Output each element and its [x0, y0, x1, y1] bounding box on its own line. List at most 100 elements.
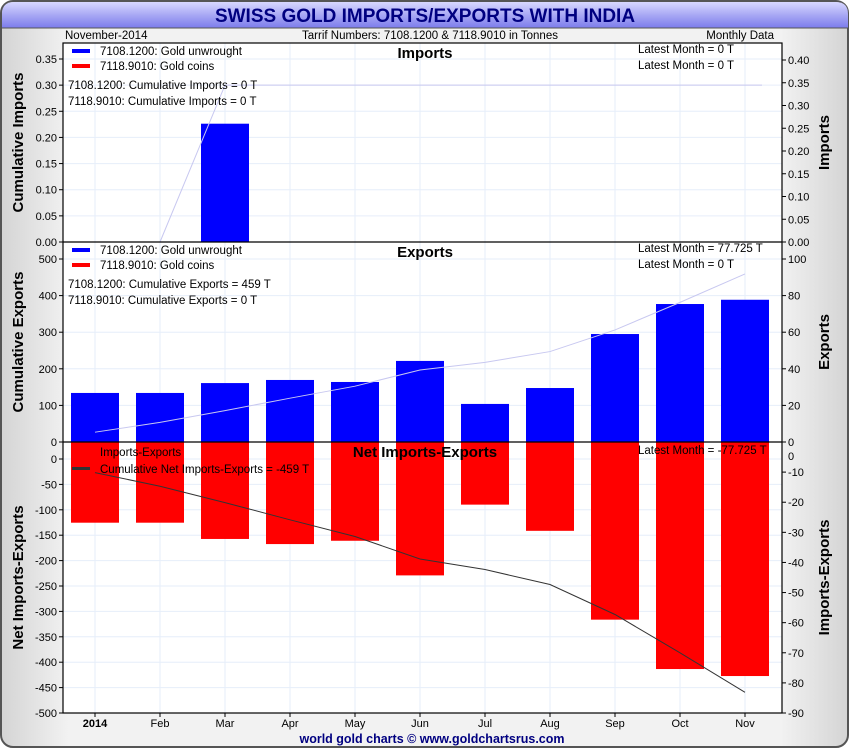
x-tick-label: Aug — [540, 718, 560, 730]
legend-cumulative-net: Cumulative Net Imports-Exports = -459 T — [100, 464, 309, 476]
y-tick-label-right: 0.20 — [788, 146, 809, 158]
y-tick-label-left: -450 — [35, 683, 57, 695]
legend-swatch-gold-unwrought — [72, 49, 90, 53]
annotation-latest-unwrought: Latest Month = 0 T — [638, 44, 734, 56]
y-tick-label-right: 40 — [788, 364, 800, 376]
x-tick-label: Apr — [281, 718, 298, 730]
y-tick-label-left: -200 — [35, 556, 57, 568]
legend-gold-unwrought: 7108.1200: Gold unwrought — [100, 245, 243, 257]
y-tick-label-right: 0.00 — [788, 237, 809, 249]
annotation-cumulative-unwrought: 7108.1200: Cumulative Exports = 459 T — [68, 279, 271, 291]
x-tick-label: Sep — [605, 718, 625, 730]
y-tick-label-left: 0 — [51, 437, 57, 449]
y-tick-label-left: 0 — [51, 454, 57, 466]
y-tick-label-left: 0.05 — [36, 211, 57, 223]
chart-title: SWISS GOLD IMPORTS/EXPORTS WITH INDIA — [215, 6, 635, 27]
y-tick-label-left: 0.15 — [36, 159, 57, 171]
legend-swatch-gold-unwrought — [72, 248, 90, 252]
y-tick-label-left: -350 — [35, 632, 57, 644]
legend-gold-coins: 7118.9010: Gold coins — [100, 260, 214, 272]
y-tick-label-right: 0 — [788, 451, 794, 463]
annotation-latest-coins: Latest Month = 0 T — [638, 259, 734, 271]
y-tick-label-right: -50 — [788, 588, 804, 600]
y-tick-label-right: 20 — [788, 400, 800, 412]
legend-imports-exports: Imports-Exports — [100, 447, 181, 459]
bar-aug — [526, 388, 574, 442]
y-axis-title-left: Net Imports-Exports — [10, 505, 27, 649]
x-tick-label: May — [345, 718, 366, 730]
y-tick-label-left: 200 — [39, 364, 57, 376]
y-tick-label-left: -100 — [35, 505, 57, 517]
chart-frequency: Monthly Data — [706, 30, 774, 42]
y-tick-label-right: 0.30 — [788, 101, 809, 113]
y-tick-label-left: 0.10 — [36, 185, 57, 197]
legend-swatch-cumulative-net — [72, 467, 90, 470]
y-tick-label-right: 80 — [788, 291, 800, 303]
annotation-cumulative-coins: 7118.9010: Cumulative Exports = 0 T — [68, 295, 257, 307]
y-tick-label-right: 60 — [788, 327, 800, 339]
y-tick-label-right: -30 — [788, 527, 804, 539]
y-tick-label-right: -10 — [788, 467, 804, 479]
chart-subtitle: Tarrif Numbers: 7108.1200 & 7118.9010 in… — [302, 30, 558, 42]
y-tick-label-left: 100 — [39, 400, 57, 412]
annotation-latest-coins: Latest Month = 0 T — [638, 60, 734, 72]
y-tick-label-left: -50 — [41, 479, 57, 491]
chart-footer: world gold charts © www.goldchartsrus.co… — [298, 732, 564, 746]
y-tick-label-left: 0.20 — [36, 132, 57, 144]
legend-swatch-gold-coins — [72, 263, 90, 267]
bar-feb — [136, 393, 184, 442]
y-tick-label-left: 0.00 — [36, 237, 57, 249]
annotation-latest-net: Latest Month = -77.725 T — [638, 445, 767, 457]
y-tick-label-right: -60 — [788, 618, 804, 630]
y-axis-title-left: Cumulative Exports — [10, 272, 27, 413]
y-tick-label-right: 0.25 — [788, 123, 809, 135]
y-axis-title-right: Imports — [816, 115, 833, 170]
bar-jul — [461, 404, 509, 442]
x-tick-label: Jun — [411, 718, 429, 730]
panel-title-0: Imports — [397, 45, 452, 62]
bar-apr — [266, 442, 314, 544]
bar-sep — [591, 442, 639, 620]
y-tick-label-left: 0.30 — [36, 80, 57, 92]
x-tick-label: Oct — [671, 718, 688, 730]
y-tick-label-left: -150 — [35, 530, 57, 542]
y-tick-label-right: 0.10 — [788, 192, 809, 204]
x-tick-label: Feb — [151, 718, 170, 730]
y-tick-label-left: 0.35 — [36, 54, 57, 66]
y-tick-label-left: 300 — [39, 327, 57, 339]
x-tick-label: Mar — [216, 718, 235, 730]
y-tick-label-right: 0.15 — [788, 169, 809, 181]
panel-title-1: Exports — [397, 244, 453, 261]
y-tick-label-right: -80 — [788, 678, 804, 690]
panel-title-2: Net Imports-Exports — [353, 444, 497, 461]
bar-nov — [721, 442, 769, 676]
bar-oct — [656, 304, 704, 442]
y-tick-label-right: -40 — [788, 557, 804, 569]
bar-mar — [201, 383, 249, 442]
bar-oct — [656, 442, 704, 669]
y-tick-label-right: 0.40 — [788, 55, 809, 67]
y-axis-title-right: Exports — [816, 314, 833, 370]
bar-sep — [591, 334, 639, 442]
legend-gold-coins: 7118.9010: Gold coins — [100, 61, 214, 73]
bar-mar — [201, 442, 249, 539]
x-tick-label: Nov — [735, 718, 755, 730]
bar-2014 — [71, 393, 119, 442]
bar-aug — [526, 442, 574, 531]
y-tick-label-left: -400 — [35, 657, 57, 669]
y-tick-label-left: 0.25 — [36, 106, 57, 118]
bar-may — [331, 382, 379, 442]
y-axis-title-right: Imports-Exports — [816, 520, 833, 636]
y-tick-label-left: -250 — [35, 581, 57, 593]
x-tick-label: 2014 — [83, 718, 108, 730]
bar-jun — [396, 361, 444, 442]
legend-swatch-gold-coins — [72, 64, 90, 68]
y-tick-label-left: 400 — [39, 291, 57, 303]
bar-jun — [396, 442, 444, 575]
y-tick-label-right: -90 — [788, 708, 804, 720]
y-tick-label-right: 100 — [788, 254, 806, 266]
y-tick-label-right: 0.35 — [788, 78, 809, 90]
bar-nov — [721, 300, 769, 442]
annotation-latest-unwrought: Latest Month = 77.725 T — [638, 243, 763, 255]
